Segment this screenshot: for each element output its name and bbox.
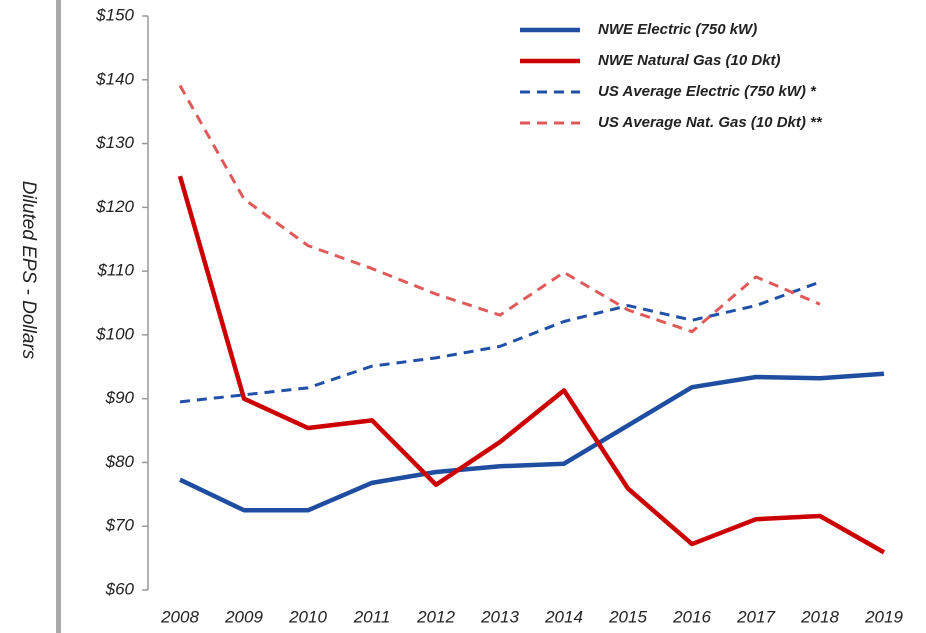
x-tick-label: 2017 (736, 607, 775, 626)
y-tick-label: $150 (95, 5, 134, 24)
x-tick-label: 2015 (608, 607, 647, 626)
x-tick-label: 2014 (544, 607, 583, 626)
legend-label: US Average Nat. Gas (10 Dkt) ** (598, 114, 823, 131)
series-line (177, 175, 886, 555)
y-axis-label: Diluted EPS - Dollars (18, 181, 39, 360)
legend-label: NWE Natural Gas (10 Dkt) (598, 52, 781, 69)
x-tick-label: 2011 (353, 607, 391, 626)
left-border (56, 0, 61, 633)
x-tick-label: 2010 (288, 607, 327, 626)
y-tick-label: $140 (95, 69, 134, 88)
x-tick-label: 2012 (416, 607, 455, 626)
x-tick-label: 2019 (864, 607, 903, 626)
x-tick-label: 2009 (224, 607, 263, 626)
y-tick-label: $80 (105, 452, 135, 471)
x-tick-label: 2016 (672, 607, 711, 626)
y-tick-label: $70 (105, 516, 135, 535)
y-tick-label: $120 (95, 197, 134, 216)
y-tick-label: $130 (95, 133, 134, 152)
series-line (178, 84, 821, 334)
legend-label: US Average Electric (750 kW) * (598, 83, 817, 100)
y-tick-label: $90 (105, 388, 135, 407)
x-tick-label: 2013 (480, 607, 519, 626)
series-line (179, 371, 885, 513)
y-tick-label: $100 (95, 324, 134, 343)
legend-label: NWE Electric (750 kW) (598, 21, 757, 38)
series-line (179, 280, 821, 404)
y-tick-label: $110 (96, 261, 134, 280)
y-tick-label: $60 (105, 579, 135, 598)
x-tick-label: 2008 (160, 607, 199, 626)
x-tick-label: 2018 (800, 607, 839, 626)
